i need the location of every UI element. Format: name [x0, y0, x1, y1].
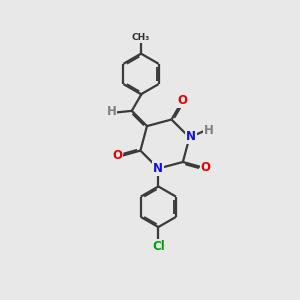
Text: Cl: Cl: [152, 240, 165, 253]
Text: H: H: [106, 105, 116, 118]
Text: N: N: [153, 162, 164, 175]
Text: N: N: [186, 130, 196, 143]
Text: H: H: [204, 124, 214, 137]
Text: O: O: [112, 149, 122, 163]
Text: O: O: [178, 94, 188, 106]
Text: CH₃: CH₃: [132, 33, 150, 42]
Text: O: O: [201, 161, 211, 174]
